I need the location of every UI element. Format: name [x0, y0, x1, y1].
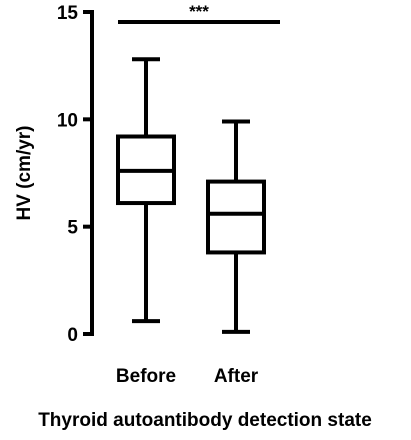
- y-tick-label: 0: [67, 325, 78, 346]
- box-before: [116, 57, 176, 324]
- y-axis: 0 5 10 15: [57, 3, 94, 346]
- iqr-box: [206, 179, 266, 255]
- y-tick-label: 10: [57, 110, 78, 131]
- significance-annotation: ***: [118, 2, 280, 24]
- box-after: [206, 119, 266, 334]
- category-labels: Before After: [116, 366, 259, 387]
- significance-label: ***: [189, 2, 209, 21]
- y-ticks: 0 5 10 15: [57, 3, 92, 346]
- y-axis-title: HV (cm/yr): [14, 125, 35, 220]
- category-label: Before: [116, 366, 176, 387]
- category-label: After: [214, 366, 259, 387]
- boxes: [116, 57, 266, 334]
- y-tick-label: 15: [57, 3, 79, 24]
- y-tick-label: 5: [67, 218, 78, 239]
- x-axis-title: Thyroid autoantibody detection state: [38, 410, 372, 431]
